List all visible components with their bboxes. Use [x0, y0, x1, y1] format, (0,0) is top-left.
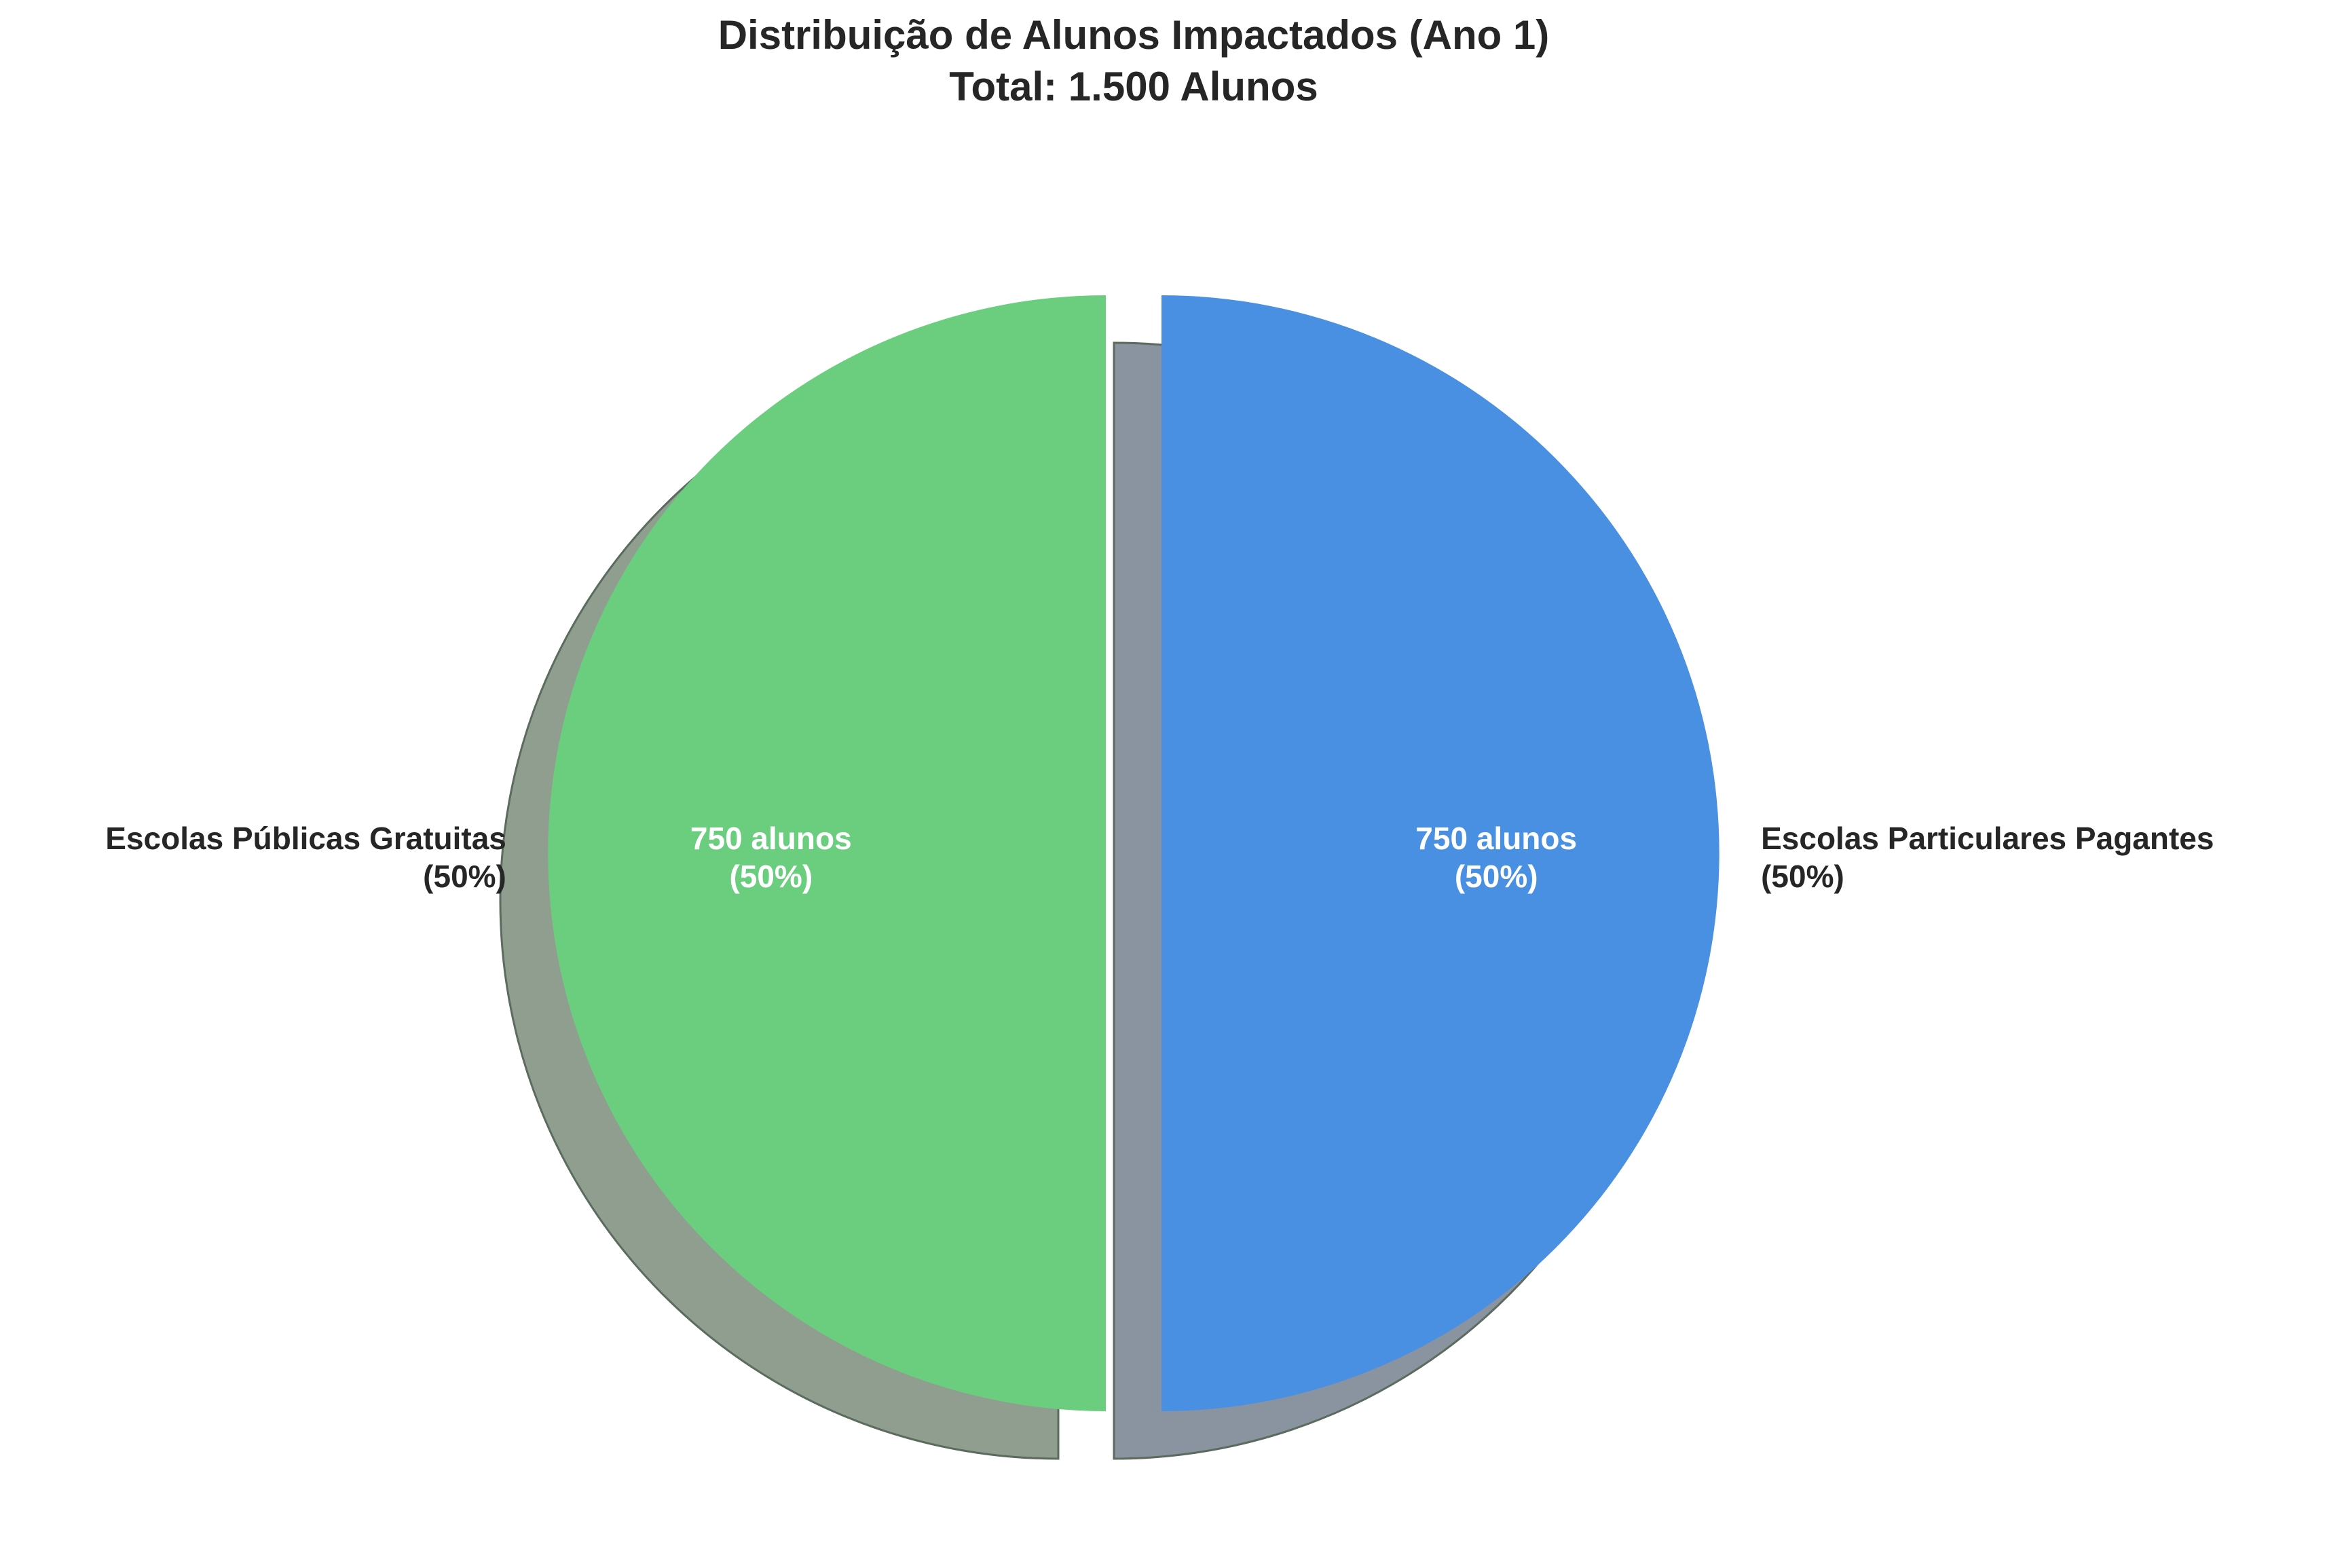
- chart-title: Distribuição de Alunos Impactados (Ano 1…: [718, 12, 1550, 58]
- slice-label-escolas-publicas-gratuitas: Escolas Públicas Gratuitas: [105, 821, 506, 856]
- chart-subtitle: Total: 1.500 Alunos: [949, 64, 1318, 109]
- slice-labels: Escolas Públicas Gratuitas(50%)750 aluno…: [105, 821, 2214, 894]
- slice-value-escolas-publicas-gratuitas: 750 alunos: [690, 821, 852, 856]
- slice-label-escolas-particulares-pagantes: Escolas Particulares Pagantes: [1761, 821, 2214, 856]
- pie-slices: [548, 295, 1719, 1411]
- chart-title-group: Distribuição de Alunos Impactados (Ano 1…: [718, 12, 1550, 109]
- slice-label-pct-escolas-particulares-pagantes: (50%): [1761, 859, 1844, 894]
- slice-value-escolas-particulares-pagantes: 750 alunos: [1415, 821, 1577, 856]
- slice-value-pct-escolas-publicas-gratuitas: (50%): [729, 859, 813, 894]
- slice-escolas-publicas-gratuitas: [548, 295, 1106, 1411]
- slice-escolas-particulares-pagantes: [1161, 295, 1719, 1411]
- slice-value-pct-escolas-particulares-pagantes: (50%): [1455, 859, 1538, 894]
- slice-label-pct-escolas-publicas-gratuitas: (50%): [423, 859, 506, 894]
